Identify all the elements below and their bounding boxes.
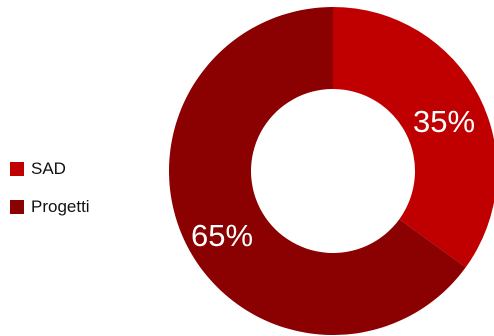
chart-legend: SAD Progetti: [10, 158, 90, 234]
donut-slice-progetti: [168, 7, 466, 336]
legend-label-progetti: Progetti: [31, 197, 90, 216]
legend-label-sad: SAD: [31, 159, 66, 178]
slice-label-progetti: 65%: [191, 218, 253, 253]
legend-item-sad: SAD: [10, 158, 90, 180]
donut-slice-sad: [333, 7, 494, 268]
slice-label-sad: 35%: [413, 104, 475, 139]
legend-swatch-sad: [10, 162, 24, 176]
legend-swatch-progetti: [10, 200, 24, 214]
legend-item-progetti: Progetti: [10, 196, 90, 218]
